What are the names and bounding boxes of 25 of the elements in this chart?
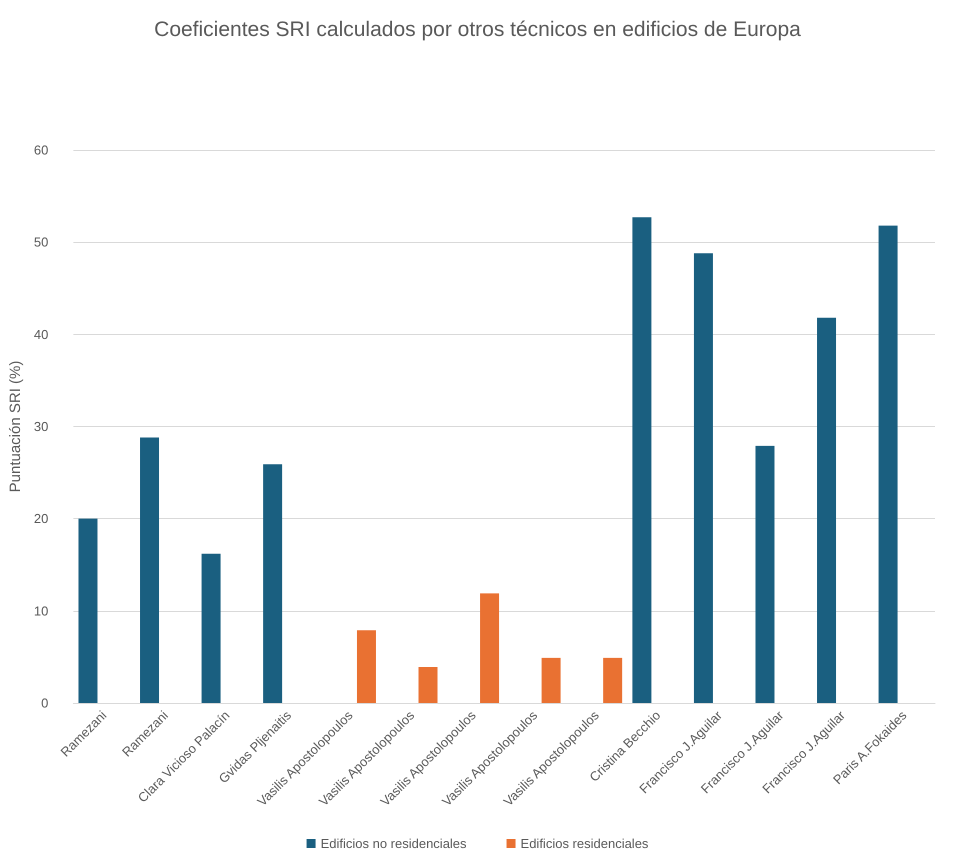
y-tick-label: 50: [34, 234, 48, 250]
bar: [603, 658, 622, 703]
bar: [78, 518, 98, 703]
legend-label: Edificios no residenciales: [320, 836, 468, 851]
bar: [542, 658, 561, 703]
y-tick-label: 30: [34, 419, 48, 434]
bar: [356, 630, 376, 703]
y-axis-title: Puntuación SRI (%): [7, 360, 24, 492]
chart-title: Coeficientes SRI calculados por otros técnicos en edificios de Europa: [154, 18, 802, 41]
bar: [263, 464, 282, 703]
bar: [817, 318, 836, 703]
y-tick-label: 0: [41, 696, 48, 710]
bar: [202, 554, 221, 703]
bar: [694, 253, 713, 703]
bar: [140, 438, 160, 703]
bar: [755, 446, 774, 703]
y-tick-label: 40: [34, 326, 48, 342]
y-tick-label: 10: [34, 603, 48, 618]
bar: [878, 226, 898, 703]
bar: [418, 667, 438, 703]
bar: [632, 217, 652, 703]
legend-label: Edificios residenciales: [520, 836, 649, 851]
y-tick-label: 60: [34, 142, 48, 158]
bar: [480, 593, 500, 703]
y-tick-label: 20: [34, 511, 48, 526]
